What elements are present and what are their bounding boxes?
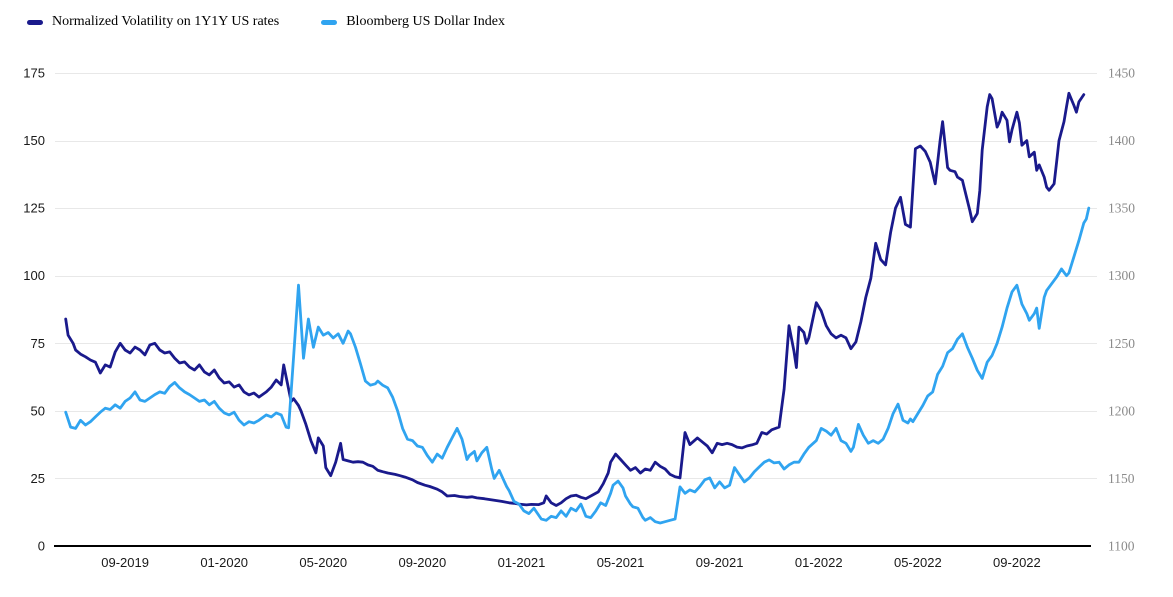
y-axis-label-left: 100	[23, 268, 45, 283]
y-axis-label-right: 1150	[1108, 471, 1135, 486]
legend-item-dollar-index: Bloomberg US Dollar Index	[321, 14, 505, 30]
y-axis-label-left: 175	[23, 66, 45, 81]
x-axis-label: 05-2021	[597, 555, 645, 570]
legend-label-normalized-volatility: Normalized Volatility on 1Y1Y US rates	[52, 14, 280, 29]
legend: Normalized Volatility on 1Y1Y US rates B…	[27, 14, 505, 30]
legend-swatch-lightblue	[321, 19, 338, 25]
y-axis-label-right: 1200	[1108, 403, 1135, 418]
legend-swatch-navy	[27, 19, 43, 25]
x-axis-label: 01-2021	[498, 555, 546, 570]
legend-item-normalized-volatility: Normalized Volatility on 1Y1Y US rates	[27, 14, 279, 30]
y-axis-label-right: 1350	[1108, 201, 1135, 216]
x-axis-label: 05-2020	[299, 555, 347, 570]
series-line-bloomberg-us-dollar-index	[64, 206, 1091, 525]
y-axis-label-left: 125	[23, 201, 45, 216]
y-axis-label-right: 1400	[1108, 133, 1135, 148]
y-axis-label-right: 1100	[1108, 539, 1135, 554]
series-line-normalized-volatility-on-1y1y-us-rates	[64, 91, 1086, 507]
y-axis-label-left: 0	[38, 539, 45, 554]
y-axis-label-left: 150	[23, 133, 45, 148]
x-axis-label: 01-2020	[200, 555, 248, 570]
y-axis-label-right: 1450	[1108, 66, 1135, 81]
y-axis-label-left: 50	[31, 403, 45, 418]
y-axis-label-right: 1250	[1108, 336, 1135, 351]
legend-label-dollar-index: Bloomberg US Dollar Index	[346, 14, 505, 29]
x-axis-label: 09-2021	[696, 555, 744, 570]
x-axis-label: 05-2022	[894, 555, 942, 570]
y-axis-label-left: 75	[31, 336, 45, 351]
y-axis-label-left: 25	[31, 471, 45, 486]
x-axis-label: 09-2022	[993, 555, 1041, 570]
x-axis-label: 01-2022	[795, 555, 843, 570]
x-axis-label: 09-2020	[399, 555, 447, 570]
x-axis-label: 09-2019	[101, 555, 149, 570]
y-axis-label-right: 1300	[1108, 268, 1135, 283]
